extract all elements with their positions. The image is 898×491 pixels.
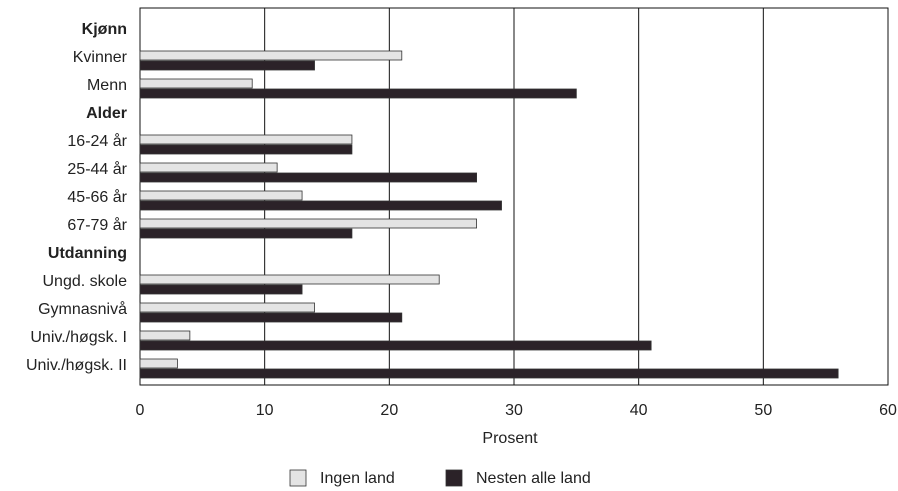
y-tick-label: Univ./høgsk. II [26,357,127,374]
bar [139,284,303,295]
x-tick-label: 10 [256,402,274,419]
bar [139,50,403,61]
x-tick-label: 30 [505,402,523,419]
bar [139,200,502,211]
bar [139,302,315,313]
bar [139,274,440,285]
bar [139,134,353,145]
y-tick-label: 45-66 år [67,188,127,206]
bar [139,190,303,201]
bar [139,88,577,99]
x-tick-label: 50 [754,402,772,419]
bar [139,228,353,239]
y-tick-label: Kvinner [73,49,128,66]
bar [139,218,478,229]
legend-label: Ingen land [320,470,395,487]
bar [139,162,278,173]
x-tick-label: 40 [630,402,648,419]
x-tick-label: 60 [879,402,897,419]
bar [139,78,253,89]
y-tick-label: Menn [87,77,127,94]
y-tick-label: Univ./høgsk. I [30,329,127,346]
group-header: Utdanning [48,245,127,262]
bar [139,144,353,155]
y-tick-label: Ungd. skole [43,273,128,290]
group-header: Kjønn [82,21,127,38]
y-tick-label: 67-79 år [67,216,127,234]
bar [139,358,178,369]
bar [139,312,403,323]
bar [139,172,478,183]
y-tick-label: 16-24 år [67,132,127,150]
legend-swatch [445,469,463,487]
x-axis-label: Prosent [482,430,538,447]
y-tick-label: 25-44 år [67,160,127,178]
bar [139,330,191,341]
bar [139,368,839,379]
legend-label: Nesten alle land [476,470,591,487]
bar [139,340,652,351]
x-tick-label: 20 [380,402,398,419]
group-header: Alder [86,105,127,122]
bar [139,60,315,71]
y-tick-label: Gymnasnivå [38,300,127,318]
legend-swatch [289,469,307,487]
x-tick-label: 0 [136,402,145,419]
